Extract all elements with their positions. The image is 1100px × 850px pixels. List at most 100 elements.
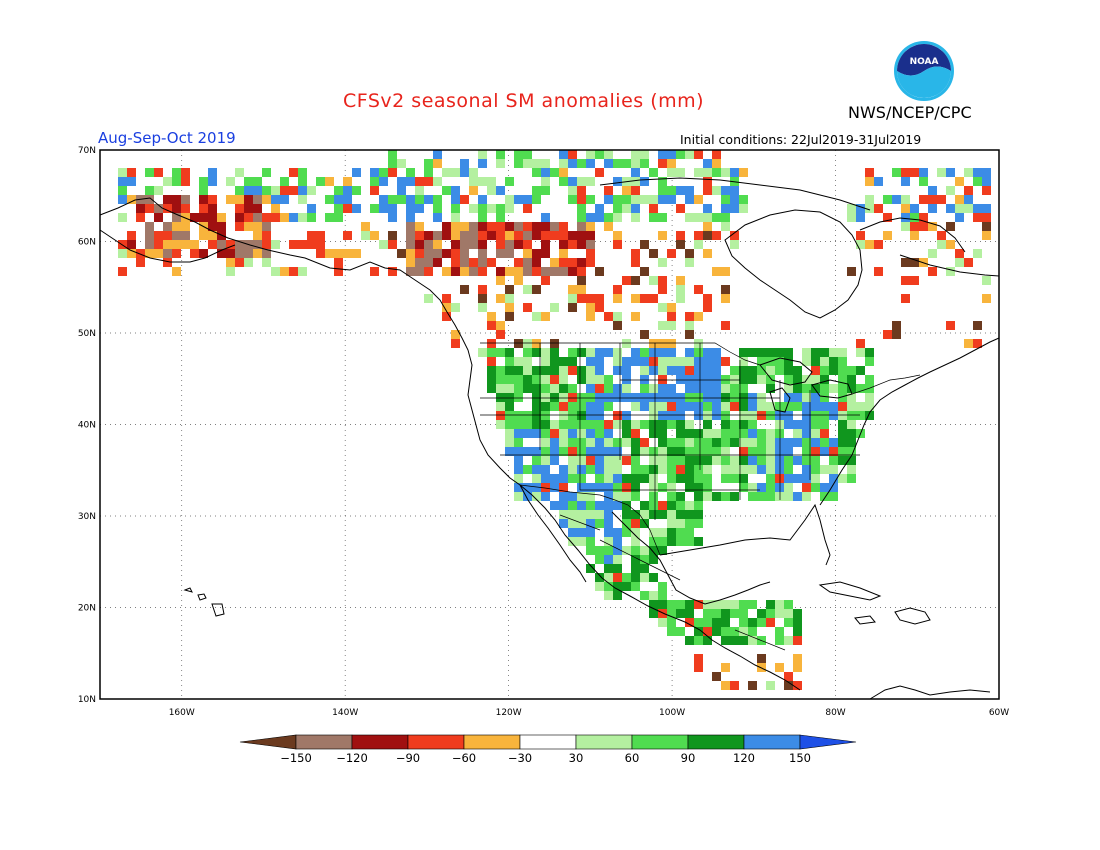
anomaly-cell (523, 303, 532, 312)
anomaly-cell (613, 231, 622, 240)
anomaly-cell (433, 159, 442, 168)
anomaly-cell (604, 564, 613, 573)
anomaly-cell (568, 195, 577, 204)
anomaly-cell (568, 285, 577, 294)
anomaly-cell (622, 474, 631, 483)
anomaly-cell (964, 186, 973, 195)
anomaly-cell (955, 177, 964, 186)
anomaly-cell (568, 393, 577, 402)
anomaly-cell (739, 411, 748, 420)
anomaly-cell (946, 321, 955, 330)
anomaly-cell (811, 402, 820, 411)
anomaly-cell (649, 168, 658, 177)
anomaly-cell (514, 438, 523, 447)
anomaly-cell (631, 456, 640, 465)
anomaly-cell (703, 213, 712, 222)
anomaly-cell (145, 195, 154, 204)
anomaly-cell (667, 159, 676, 168)
anomaly-cell (550, 429, 559, 438)
anomaly-cell (802, 393, 811, 402)
anomaly-cell (730, 492, 739, 501)
anomaly-cell (550, 384, 559, 393)
anomaly-cell (487, 177, 496, 186)
anomaly-cell (280, 213, 289, 222)
anomaly-cell (307, 204, 316, 213)
anomaly-cell (514, 384, 523, 393)
anomaly-cell (613, 285, 622, 294)
anomaly-cell (694, 285, 703, 294)
anomaly-cell (793, 636, 802, 645)
anomaly-cell (667, 339, 676, 348)
anomaly-cell (775, 609, 784, 618)
anomaly-cell (640, 177, 649, 186)
anomaly-cell (784, 465, 793, 474)
anomaly-cell (757, 609, 766, 618)
anomaly-cell (721, 357, 730, 366)
anomaly-cell (568, 510, 577, 519)
anomaly-cell (685, 258, 694, 267)
anomaly-cell (658, 402, 667, 411)
anomaly-cell (559, 438, 568, 447)
anomaly-cell (784, 609, 793, 618)
anomaly-cell (541, 357, 550, 366)
anomaly-cell (415, 177, 424, 186)
anomaly-cell (460, 159, 469, 168)
anomaly-cell (766, 681, 775, 690)
anomaly-cell (730, 186, 739, 195)
anomaly-cell (631, 186, 640, 195)
anomaly-cell (577, 465, 586, 474)
anomaly-cell (883, 231, 892, 240)
anomaly-cell (712, 672, 721, 681)
anomaly-cell (568, 177, 577, 186)
anomaly-cell (568, 303, 577, 312)
colorbar-label: −90 (396, 751, 420, 765)
anomaly-cell (721, 321, 730, 330)
anomaly-cell (523, 150, 532, 159)
anomaly-cell (550, 258, 559, 267)
anomaly-cell (766, 411, 775, 420)
anomaly-cell (532, 285, 541, 294)
anomaly-cell (523, 447, 532, 456)
anomaly-cell (685, 402, 694, 411)
anomaly-cell (820, 492, 829, 501)
anomaly-cell (586, 447, 595, 456)
anomaly-cell (118, 267, 127, 276)
anomaly-cell (163, 249, 172, 258)
anomaly-cell (847, 366, 856, 375)
anomaly-cell (406, 177, 415, 186)
anomaly-cell (667, 321, 676, 330)
anomaly-cell (595, 267, 604, 276)
anomaly-cell (622, 510, 631, 519)
colorbar-swatch (463, 734, 521, 750)
anomaly-cell (793, 438, 802, 447)
anomaly-cell (541, 429, 550, 438)
anomaly-cell (685, 510, 694, 519)
anomaly-cell (721, 429, 730, 438)
anomaly-cell (505, 402, 514, 411)
anomaly-cell (505, 429, 514, 438)
anomaly-cell (730, 168, 739, 177)
anomaly-cell (703, 204, 712, 213)
anomaly-cell (775, 465, 784, 474)
anomaly-cell (595, 150, 604, 159)
anomaly-cell (730, 609, 739, 618)
anomaly-cell (253, 213, 262, 222)
anomaly-cell (649, 411, 658, 420)
anomaly-cell (694, 456, 703, 465)
anomaly-cell (514, 492, 523, 501)
anomaly-cell (937, 168, 946, 177)
anomaly-cell (658, 600, 667, 609)
anomaly-cell (775, 438, 784, 447)
anomaly-cell (721, 456, 730, 465)
anomaly-cell (208, 240, 217, 249)
anomaly-cell (343, 249, 352, 258)
anomaly-cell (973, 204, 982, 213)
anomaly-cell (631, 528, 640, 537)
anomaly-cell (613, 159, 622, 168)
anomaly-cell (505, 420, 514, 429)
anomaly-cell (496, 348, 505, 357)
latitude-label: 60N (78, 238, 96, 248)
anomaly-cell (694, 168, 703, 177)
anomaly-cell (496, 222, 505, 231)
anomaly-cell (748, 420, 757, 429)
